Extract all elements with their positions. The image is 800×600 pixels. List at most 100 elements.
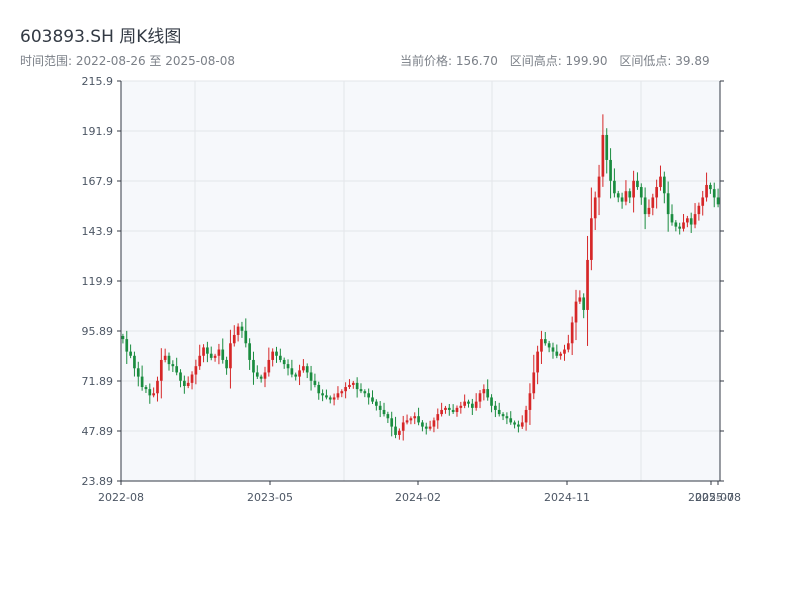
candle-down — [609, 148, 612, 199]
candle-up — [351, 380, 355, 389]
y-tick-label: 47.89 — [82, 425, 114, 438]
candle-body — [298, 370, 301, 377]
candle-down — [252, 351, 255, 385]
candle-body — [267, 359, 271, 373]
candle-down — [628, 188, 632, 204]
candle-body — [413, 416, 417, 419]
candle-down — [255, 365, 259, 379]
candle-body — [309, 372, 313, 381]
candle-body — [597, 176, 601, 198]
candle-body — [275, 351, 278, 356]
candle-body — [455, 407, 459, 413]
candle-down — [689, 212, 693, 233]
candle-body — [390, 418, 394, 427]
candle-body — [662, 176, 666, 194]
candle-up — [213, 353, 217, 362]
candle-body — [609, 159, 612, 181]
candle-down — [305, 363, 309, 379]
candle-up — [236, 323, 240, 342]
candle-body — [363, 391, 367, 394]
candle-body — [344, 387, 347, 392]
candle-down — [424, 422, 428, 435]
candle-body — [286, 364, 290, 369]
candle-down — [712, 182, 716, 208]
candle-up — [152, 387, 155, 398]
stats-summary: 当前价格: 156.70 区间高点: 199.90 区间低点: 39.89 — [400, 52, 718, 69]
candle-body — [709, 184, 712, 190]
candle-body — [133, 355, 136, 369]
candle-down — [290, 359, 294, 378]
candle-body — [682, 222, 685, 229]
candle-up — [232, 325, 236, 347]
candle-up — [344, 382, 347, 399]
candle-up — [659, 165, 662, 191]
candle-down — [209, 346, 213, 361]
candle-down — [616, 190, 620, 203]
candle-body — [582, 297, 586, 310]
candle-body — [148, 389, 152, 396]
candle-up — [474, 393, 478, 411]
candle-body — [417, 416, 420, 423]
candle-body — [186, 382, 190, 386]
candle-down — [309, 365, 313, 391]
candle-body — [543, 339, 547, 344]
candle-down — [390, 411, 394, 437]
candle-body — [555, 351, 559, 356]
candle-body — [486, 389, 490, 398]
candle-body — [206, 347, 209, 354]
candle-down — [547, 340, 551, 353]
candle-up — [559, 351, 562, 360]
candle-up — [194, 359, 198, 385]
candle-up — [332, 393, 336, 406]
candle-up — [540, 330, 543, 364]
candle-down — [294, 372, 298, 381]
candle-down — [144, 385, 148, 393]
candle-body — [674, 222, 678, 227]
candle-body — [547, 343, 551, 348]
candle-body — [444, 407, 447, 410]
candle-body — [601, 134, 605, 177]
candle-body — [259, 376, 263, 379]
candle-up — [263, 366, 267, 388]
candle-up — [482, 384, 486, 401]
candle-down — [394, 416, 397, 439]
candle-down — [636, 172, 639, 190]
candle-down — [363, 389, 367, 398]
y-tick-label: 71.89 — [82, 375, 114, 388]
candle-up — [647, 199, 651, 217]
candle-down — [133, 351, 136, 377]
candle-up — [459, 401, 463, 414]
candle-down — [509, 411, 513, 425]
candle-body — [467, 401, 470, 404]
candle-body — [578, 297, 582, 302]
candle-body — [232, 334, 236, 344]
candle-body — [566, 343, 570, 350]
y-tick-label: 167.9 — [82, 175, 114, 188]
candle-down — [451, 404, 455, 414]
candle-body — [643, 197, 647, 215]
candle-down — [275, 346, 278, 363]
candle-up — [701, 190, 705, 216]
candle-up — [578, 290, 582, 304]
candle-up — [409, 416, 413, 425]
candle-body — [651, 197, 655, 208]
candle-down — [125, 330, 129, 364]
candle-body — [490, 397, 493, 406]
candle-up — [440, 402, 443, 417]
candle-down — [171, 360, 175, 373]
candle-body — [421, 422, 424, 427]
candle-body — [209, 353, 213, 358]
candle-body — [501, 414, 505, 417]
candle-body — [497, 409, 501, 415]
candle-body — [659, 176, 662, 188]
candle-down — [486, 379, 490, 401]
candle-body — [409, 418, 413, 421]
candle-down — [382, 402, 386, 417]
candle-body — [590, 218, 593, 260]
candle-down — [497, 402, 501, 417]
candle-body — [202, 347, 205, 356]
candle-body — [647, 207, 651, 215]
candle-down — [543, 331, 547, 346]
candle-body — [712, 189, 716, 198]
candle-body — [175, 366, 179, 373]
